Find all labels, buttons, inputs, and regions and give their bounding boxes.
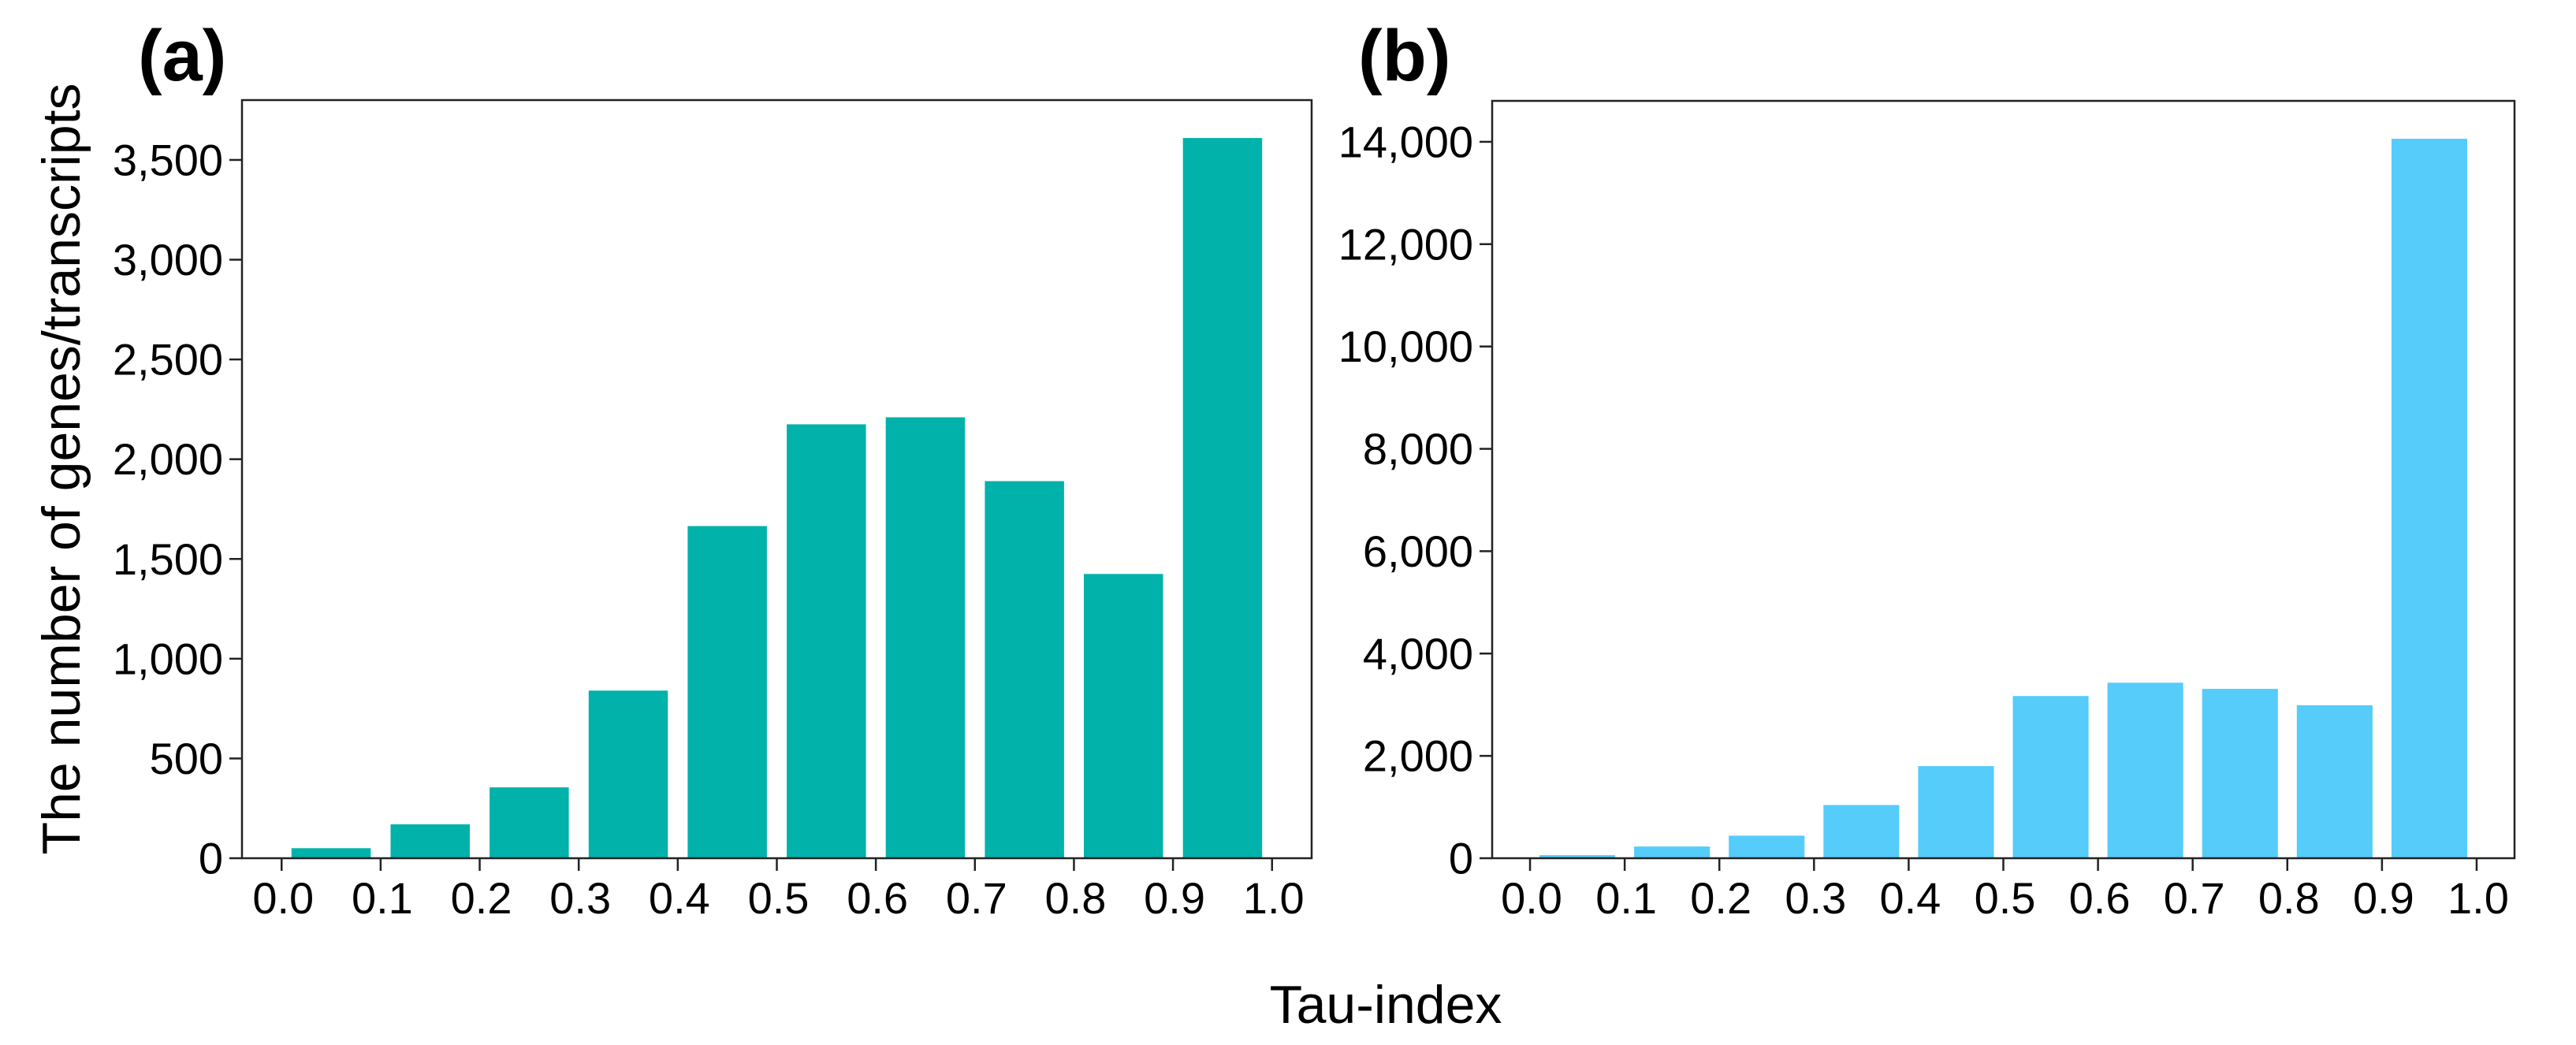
panel-b-y-tick-label-0: 0: [1449, 834, 1473, 883]
panel-a-x-tick-label-3: 0.3: [549, 873, 611, 923]
panel-b-x-tick-label-3: 0.3: [1785, 873, 1846, 923]
panel-a-bar-9: [1182, 138, 1263, 859]
panel-a-x-tick-label-2: 0.2: [451, 873, 512, 923]
panel-a-y-tick-label-7: 3,500: [113, 135, 223, 184]
panel-b-bar-2: [1729, 835, 1805, 858]
panel-a-y-tick-label-3: 1,500: [113, 534, 223, 584]
panel-a-y-tick-label-0: 0: [199, 834, 223, 883]
panel-a-x-tick-label-1: 0.1: [352, 873, 413, 923]
panel-b-x-tick-label-1: 0.1: [1595, 873, 1657, 923]
panel-a-y-tick-label-5: 2,500: [113, 335, 223, 385]
panel-b: (b) 0 2,000 4,000 6,000 8,000 10,000 12,000 14,…: [1338, 16, 2516, 923]
panel-a-bar-1: [390, 824, 470, 858]
panel-a-y-tick-label-6: 3,000: [113, 235, 223, 284]
panel-b-x-tick-label-0: 0.0: [1501, 873, 1562, 923]
panel-b-bar-9: [2391, 139, 2467, 859]
panel-b-x-tick-label-6: 0.6: [2069, 873, 2131, 923]
x-axis-title: Tau-index: [1270, 975, 1502, 1035]
panel-b-bar-0: [1539, 855, 1616, 858]
panel-b-x-tick-label-7: 0.7: [2164, 873, 2225, 923]
panel-b-bar-4: [1918, 766, 1994, 858]
panel-b-bar-1: [1634, 846, 1711, 858]
panel-a-bar-6: [885, 417, 966, 858]
panel-a-bar-0: [291, 848, 371, 858]
panel-b-bar-6: [2107, 682, 2183, 858]
panel-b-bar-3: [1823, 805, 1900, 858]
panel-b-x-tick-label-8: 0.8: [2258, 873, 2320, 923]
panel-a-x-tick-label-7: 0.7: [946, 873, 1007, 923]
panel-a-y-tick-label-4: 2,000: [113, 434, 223, 484]
panel-a-bar-4: [687, 526, 767, 858]
panel-b-y-tick-label-6: 12,000: [1338, 219, 1473, 269]
panel-b-y-tick-label-2: 4,000: [1363, 629, 1473, 679]
panel-b-label: (b): [1358, 16, 1450, 96]
panel-a-x-tick-label-4: 0.4: [649, 873, 710, 923]
panel-b-x-tick-label-10: 1.0: [2448, 873, 2509, 923]
panel-b-y-tick-label-5: 10,000: [1338, 322, 1473, 371]
panel-a-x-tick-label-10: 1.0: [1243, 873, 1305, 923]
panel-a-x-tick-label-6: 0.6: [847, 873, 908, 923]
panel-a-y-tick-label-1: 500: [150, 734, 223, 783]
panel-a-bar-2: [490, 787, 569, 858]
panel-b-x-tick-label-5: 0.5: [1975, 873, 2036, 923]
panel-a-x-tick-label-8: 0.8: [1045, 873, 1107, 923]
panel-b-bar-8: [2296, 705, 2373, 858]
panel-a-x-tick-label-5: 0.5: [748, 873, 810, 923]
panel-a-label: (a): [138, 16, 226, 96]
panel-a-y-tick-label-2: 1,000: [113, 634, 223, 683]
panel-b-y-tick-label-3: 6,000: [1363, 526, 1473, 576]
panel-b-y-tick-label-4: 8,000: [1363, 424, 1473, 474]
panel-b-x-tick-label-9: 0.9: [2353, 873, 2414, 923]
panel-a-bar-7: [985, 481, 1064, 858]
panel-a: (a) 0 500 1,000 1,500 2,000 2,500 3,000 3,500 0.…: [113, 16, 1313, 923]
panel-b-bar-7: [2202, 689, 2278, 858]
panel-b-bar-5: [2012, 696, 2089, 858]
panel-b-y-tick-label-1: 2,000: [1363, 731, 1473, 781]
panel-b-x-tick-label-4: 0.4: [1879, 873, 1941, 923]
panel-a-bar-3: [588, 690, 668, 858]
panel-a-x-tick-label-9: 0.9: [1144, 873, 1205, 923]
panel-b-y-tick-label-7: 14,000: [1338, 117, 1473, 166]
panel-a-bar-5: [787, 424, 866, 858]
panel-b-x-tick-label-2: 0.2: [1690, 873, 1751, 923]
panel-a-x-tick-label-0: 0.0: [252, 873, 314, 923]
y-axis-title: The number of genes/transcripts: [32, 84, 91, 855]
panel-a-bar-8: [1084, 574, 1163, 859]
